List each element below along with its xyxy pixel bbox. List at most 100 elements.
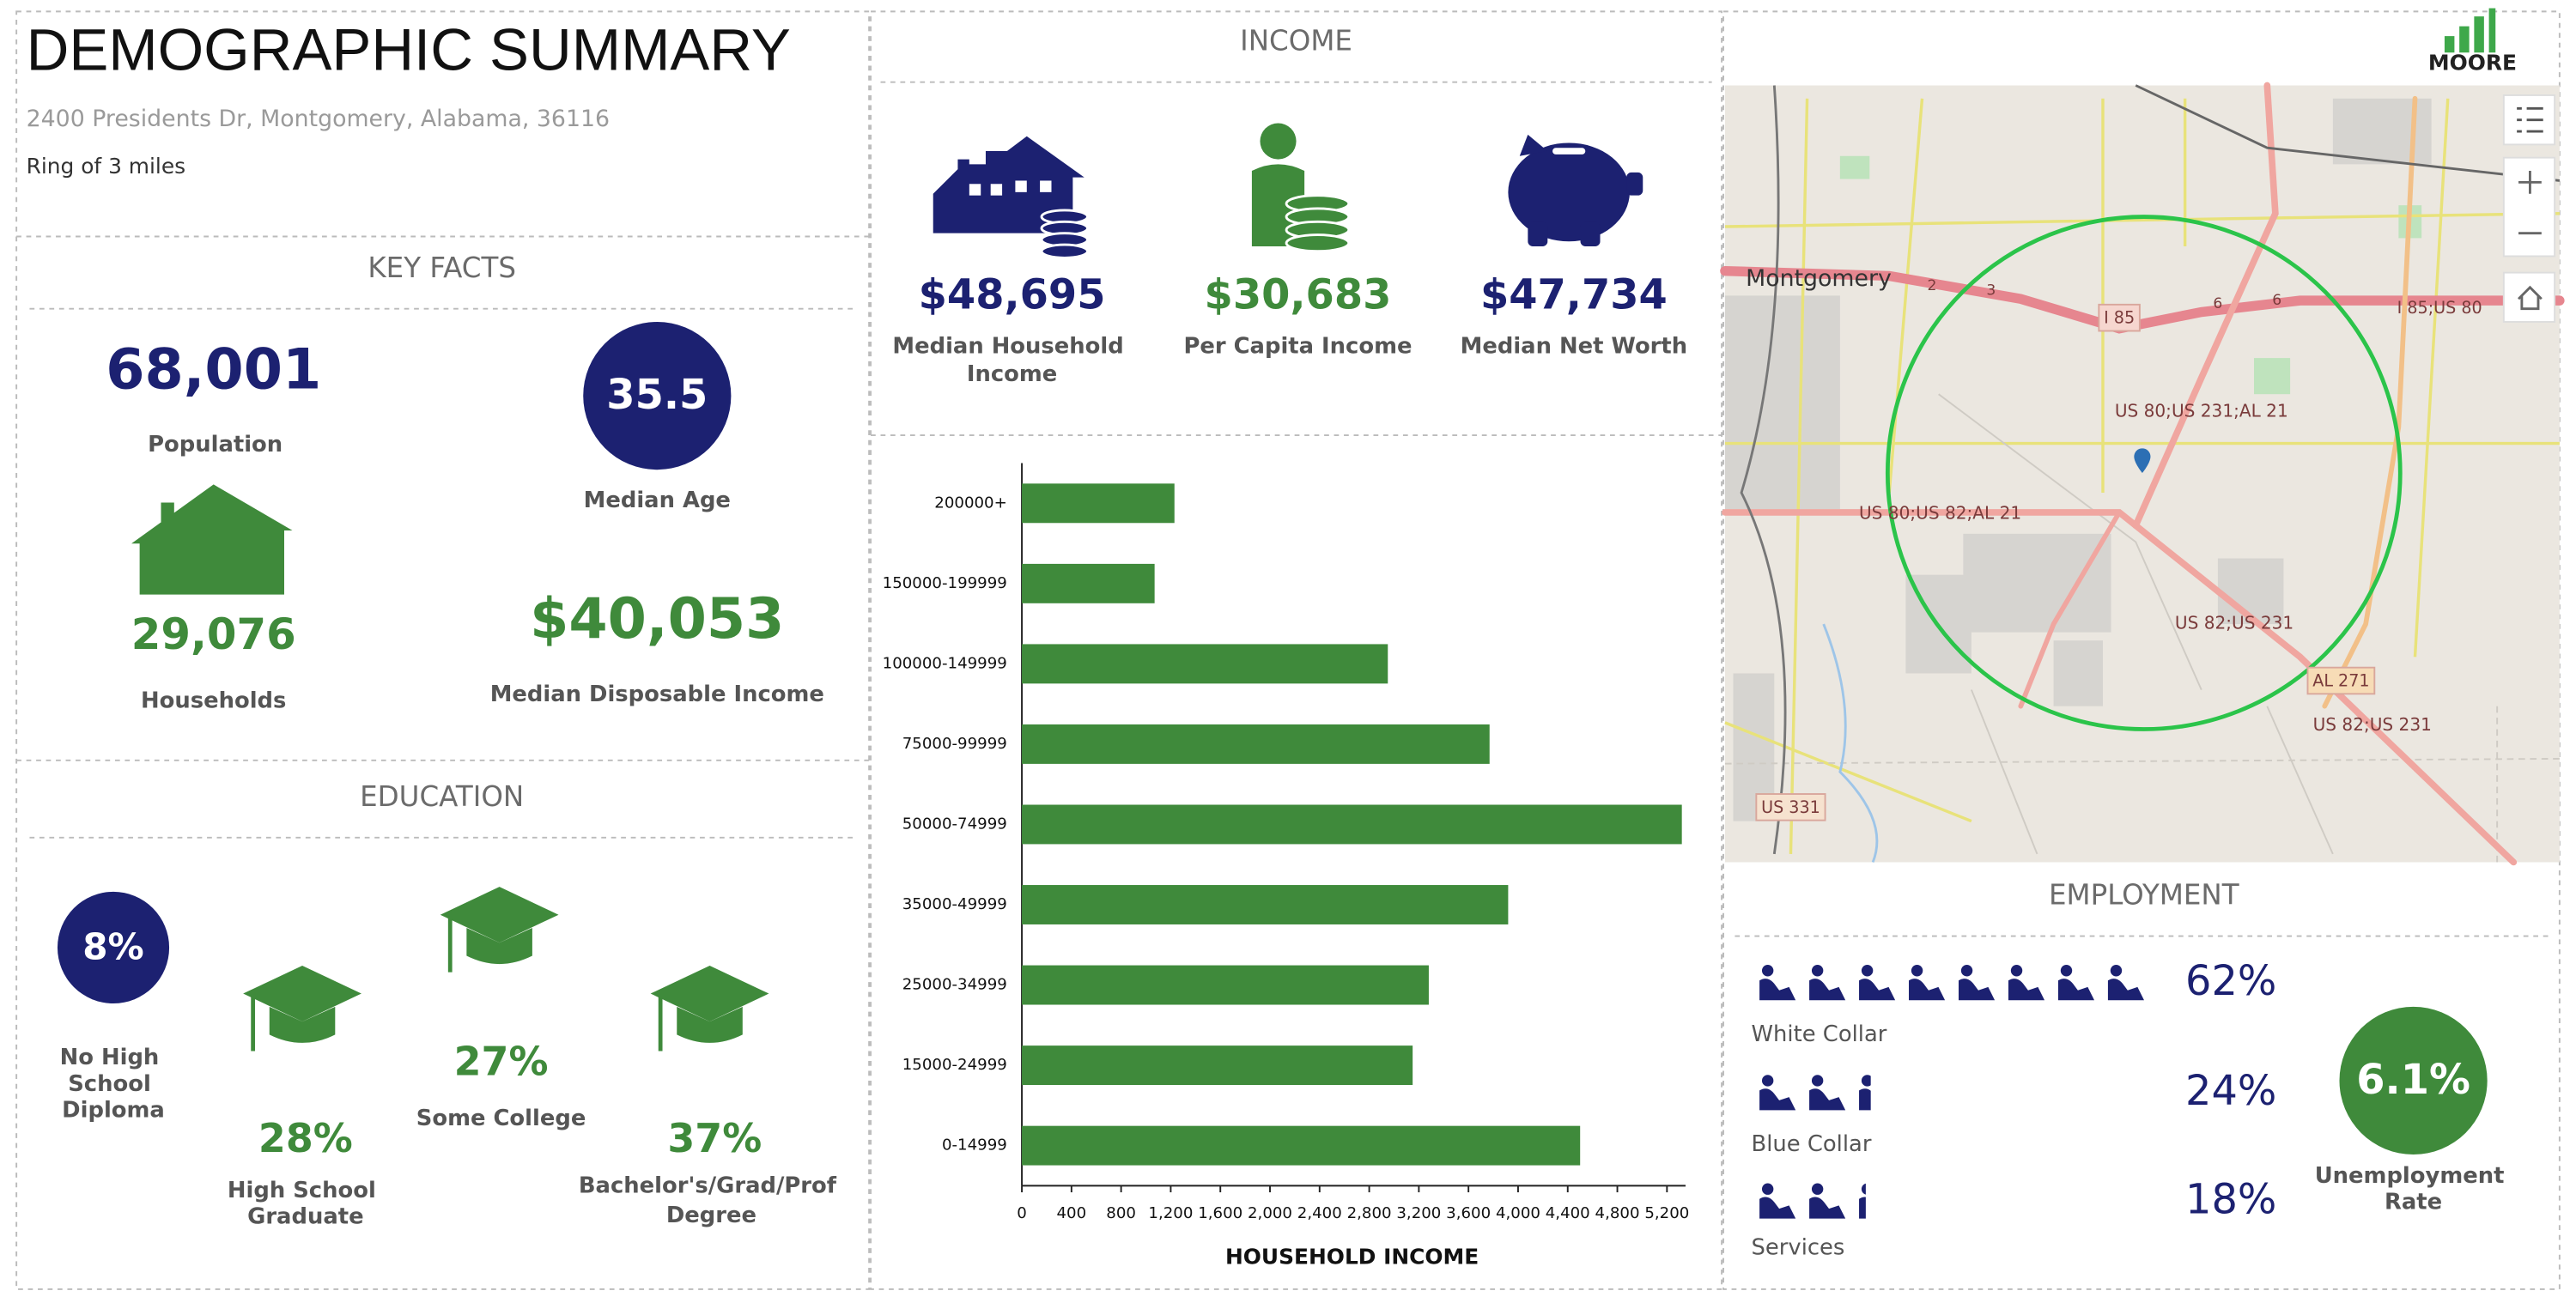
worker-body bbox=[2057, 979, 2095, 1001]
home-button[interactable] bbox=[2502, 271, 2556, 323]
label-line: Rate bbox=[2385, 1189, 2442, 1215]
bar bbox=[1022, 1125, 1581, 1166]
zoom-icons bbox=[2518, 170, 2542, 235]
x-tick-label: 3,200 bbox=[1396, 1204, 1441, 1222]
section-title: INCOME bbox=[1240, 25, 1352, 58]
unemployment-circle bbox=[2339, 1006, 2488, 1155]
x-axis-title: HOUSEHOLD INCOME bbox=[1225, 1245, 1479, 1270]
unemployment-value: 6.1% bbox=[2356, 1057, 2470, 1104]
education-label: No High School Diploma bbox=[60, 1045, 167, 1123]
education-circle bbox=[57, 891, 170, 1004]
map-label: I 85;US 80 bbox=[2397, 298, 2482, 318]
x-tick-label: 800 bbox=[1106, 1204, 1136, 1222]
households-label: Households bbox=[141, 688, 286, 713]
label-line: No High bbox=[60, 1045, 160, 1070]
label-line: Diploma bbox=[62, 1097, 165, 1123]
x-tick-label: 4,400 bbox=[1546, 1204, 1590, 1222]
income-label: Median Household Income bbox=[892, 333, 1131, 387]
x-tick-label: 1,600 bbox=[1198, 1204, 1242, 1222]
label-line: Per Capita Income bbox=[1183, 333, 1412, 359]
x-tick-label: 2,800 bbox=[1347, 1204, 1392, 1222]
x-tick-label: 5,200 bbox=[1644, 1204, 1689, 1222]
y-tick-label: 150000-199999 bbox=[883, 574, 1007, 592]
layers-icon bbox=[2517, 106, 2543, 133]
middle-panel bbox=[870, 10, 1723, 1290]
ring: Ring of 3 miles bbox=[27, 154, 185, 179]
ring-circle bbox=[1885, 215, 2403, 731]
map-label: Montgomery bbox=[1746, 265, 1892, 292]
cap-top bbox=[650, 966, 769, 1022]
median-age-label: Median Age bbox=[584, 488, 731, 513]
map-background bbox=[1724, 85, 2560, 863]
employment-label: Blue Collar bbox=[1752, 1131, 1872, 1157]
households-value: 29,076 bbox=[131, 609, 296, 659]
cap-top bbox=[243, 966, 361, 1022]
cap-base bbox=[269, 1006, 336, 1043]
graduation-caps bbox=[243, 887, 769, 1051]
label-line: Degree bbox=[666, 1202, 756, 1227]
worker-head bbox=[2060, 965, 2073, 977]
y-tick-label: 50000-74999 bbox=[902, 815, 1007, 833]
logo-text: MOORE bbox=[2428, 51, 2517, 76]
map-label: AL 271 bbox=[2312, 671, 2369, 691]
worker-head bbox=[1911, 965, 1923, 977]
education-label: Bachelor's/Grad/Prof Degree bbox=[579, 1173, 844, 1227]
income-value: $48,695 bbox=[919, 271, 1106, 318]
road-shield bbox=[1755, 793, 1826, 821]
label-line: Graduate bbox=[247, 1203, 363, 1229]
section-title: EDUCATION bbox=[360, 780, 524, 813]
section-title: EMPLOYMENT bbox=[2049, 879, 2239, 912]
map-rail bbox=[2135, 84, 2561, 182]
bar bbox=[1022, 965, 1429, 1005]
cap-icon bbox=[440, 887, 559, 973]
bar bbox=[1022, 1045, 1413, 1086]
location-pin[interactable] bbox=[2134, 448, 2151, 474]
worker-body bbox=[1809, 1088, 1846, 1111]
piggy-bank-icon bbox=[1508, 134, 1643, 246]
cap-base bbox=[677, 1006, 743, 1043]
map-creek bbox=[1822, 623, 1879, 864]
population-value: 68,001 bbox=[106, 337, 321, 402]
bar bbox=[1022, 804, 1682, 845]
worker-head bbox=[1861, 1183, 1866, 1195]
x-tick-label: 1,200 bbox=[1148, 1204, 1193, 1222]
address: 2400 Presidents Dr, Montgomery, Alabama,… bbox=[27, 106, 610, 132]
education-value: 27% bbox=[454, 1038, 549, 1084]
map-label: US 82;US 231 bbox=[2175, 613, 2293, 633]
icon-row bbox=[1759, 1183, 1866, 1219]
population-label: Population bbox=[148, 432, 283, 458]
unemployment-label: Unemployment Rate bbox=[2315, 1162, 2512, 1215]
worker-head bbox=[1761, 1075, 1774, 1087]
road-shield bbox=[2306, 666, 2376, 695]
map-label: US 331 bbox=[1761, 797, 1820, 817]
home-icon bbox=[2518, 285, 2543, 311]
cap-base bbox=[466, 928, 532, 965]
worker-body bbox=[1909, 979, 1946, 1001]
section-title: KEY FACTS bbox=[368, 252, 516, 284]
layers-button[interactable] bbox=[2502, 94, 2556, 146]
worker-body bbox=[1759, 979, 1796, 1001]
bar bbox=[1022, 483, 1175, 524]
map-label: I 85 bbox=[2104, 308, 2135, 328]
label-line: Income bbox=[967, 361, 1057, 387]
road-shield bbox=[2098, 303, 2141, 332]
education-value: 8% bbox=[82, 925, 143, 967]
worker-body bbox=[1859, 1088, 1871, 1111]
label-line: Median Household bbox=[892, 333, 1123, 359]
label-line: High School bbox=[228, 1178, 376, 1203]
y-tick-label: 0-14999 bbox=[942, 1136, 1007, 1155]
map-rail bbox=[1740, 85, 1787, 855]
bar bbox=[1022, 885, 1509, 924]
cap-icon bbox=[243, 966, 361, 1051]
x-tick-label: 4,800 bbox=[1595, 1204, 1640, 1222]
map-label: 3 bbox=[1986, 282, 1996, 300]
worker-body bbox=[1759, 1088, 1796, 1111]
income-value: $30,683 bbox=[1205, 271, 1392, 318]
worker-head bbox=[1761, 965, 1774, 977]
map-streets bbox=[1724, 393, 2560, 863]
employment-label: Services bbox=[1752, 1235, 1845, 1261]
panel-borders bbox=[15, 10, 2561, 1290]
right-panel bbox=[1722, 10, 2561, 1290]
cap-top bbox=[440, 887, 559, 943]
